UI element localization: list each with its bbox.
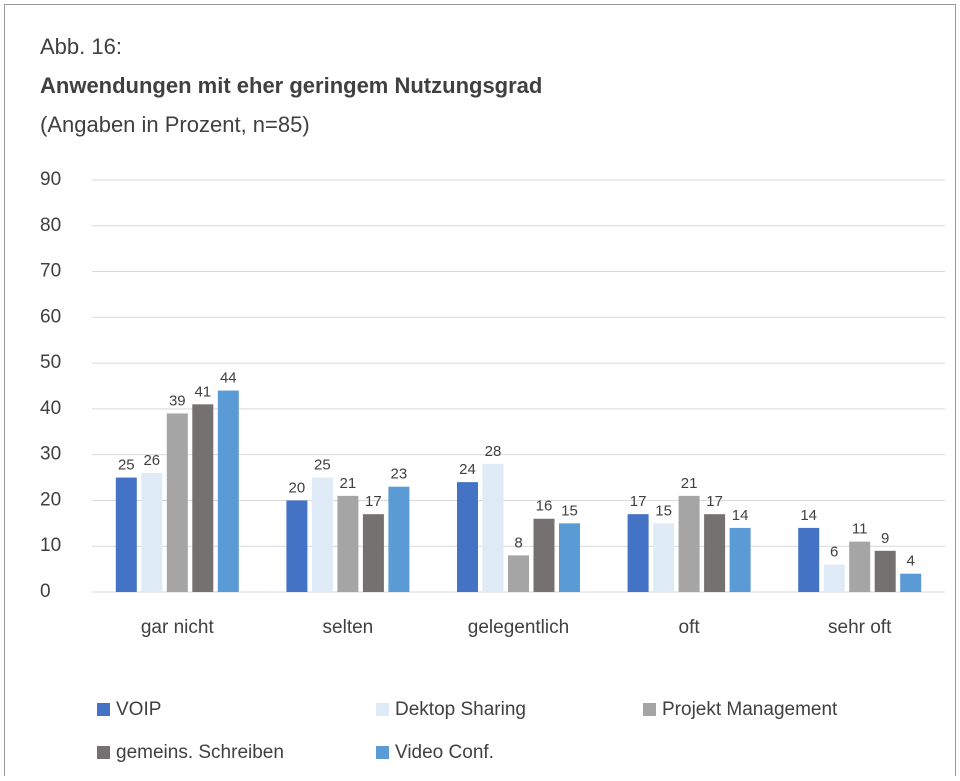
bar — [166, 413, 188, 592]
bar — [704, 514, 726, 592]
value-label: 26 — [143, 452, 160, 469]
y-tick-label: 80 — [40, 215, 61, 236]
value-label: 8 — [514, 534, 522, 551]
bar — [311, 477, 333, 592]
chart-subtitle: (Angaben in Prozent, n=85) — [40, 112, 310, 137]
legend-swatch — [643, 703, 656, 716]
value-label: 28 — [485, 443, 502, 460]
value-label: 41 — [194, 383, 211, 400]
bar — [729, 527, 751, 592]
legend-label: Dektop Sharing — [395, 699, 526, 720]
bar — [217, 390, 239, 592]
y-tick-label: 90 — [40, 169, 61, 190]
value-label: 17 — [365, 493, 382, 510]
value-label: 25 — [118, 457, 135, 474]
bar — [457, 482, 478, 592]
legend-label: Video Conf. — [395, 742, 494, 763]
bar — [508, 555, 529, 592]
value-label: 25 — [314, 457, 331, 474]
value-label: 20 — [289, 479, 306, 496]
frame — [4, 4, 956, 781]
value-label: 23 — [391, 466, 408, 483]
chart-label: Abb. 16: — [40, 34, 122, 59]
x-tick-label: sehr oft — [828, 617, 892, 638]
value-label: 11 — [852, 521, 868, 538]
value-label: 17 — [706, 493, 723, 510]
value-label: 44 — [220, 370, 237, 387]
value-label: 21 — [681, 475, 698, 492]
y-tick-label: 70 — [40, 261, 61, 282]
x-tick-label: oft — [679, 617, 701, 638]
value-label: 17 — [630, 493, 647, 510]
y-tick-label: 0 — [40, 581, 51, 602]
legend-swatch — [97, 746, 110, 759]
legend-swatch — [97, 703, 110, 716]
value-label: 16 — [536, 498, 553, 515]
value-label: 14 — [800, 507, 817, 524]
bar — [362, 514, 384, 592]
bar — [653, 523, 675, 592]
legend-label: Projekt Management — [662, 699, 838, 720]
bar — [192, 404, 214, 592]
legend-swatch — [376, 746, 389, 759]
x-tick-label: gelegentlich — [468, 617, 569, 638]
y-tick-label: 30 — [40, 444, 61, 465]
y-tick-label: 50 — [40, 352, 61, 373]
bar — [482, 463, 504, 592]
y-tick-label: 40 — [40, 398, 61, 419]
bar — [874, 550, 896, 592]
value-label: 14 — [732, 507, 749, 524]
legend-label: gemeins. Schreiben — [116, 742, 284, 763]
bar — [115, 477, 137, 592]
bar — [286, 500, 308, 592]
bar — [798, 527, 820, 592]
y-tick-label: 10 — [40, 535, 61, 556]
chart-title: Anwendungen mit eher geringem Nutzungsgr… — [40, 73, 542, 98]
bar — [627, 514, 649, 592]
bar — [141, 472, 163, 592]
bar — [900, 573, 922, 592]
bar — [823, 564, 845, 592]
bar — [337, 495, 359, 592]
bar — [533, 518, 555, 592]
value-label: 15 — [655, 502, 672, 519]
legend-label: VOIP — [116, 699, 161, 720]
value-label: 9 — [881, 530, 889, 547]
bar — [849, 541, 871, 592]
y-tick-label: 60 — [40, 306, 61, 327]
legend-swatch — [376, 703, 389, 716]
bar — [678, 495, 700, 592]
bar — [388, 486, 410, 592]
value-label: 39 — [169, 392, 186, 409]
value-label: 21 — [340, 475, 357, 492]
y-tick-label: 20 — [40, 489, 61, 510]
value-label: 24 — [459, 461, 476, 478]
value-label: 4 — [907, 553, 915, 570]
x-tick-label: selten — [323, 617, 374, 638]
value-label: 6 — [830, 544, 838, 561]
bar — [559, 523, 580, 592]
value-label: 15 — [561, 502, 578, 519]
x-tick-label: gar nicht — [141, 617, 215, 638]
